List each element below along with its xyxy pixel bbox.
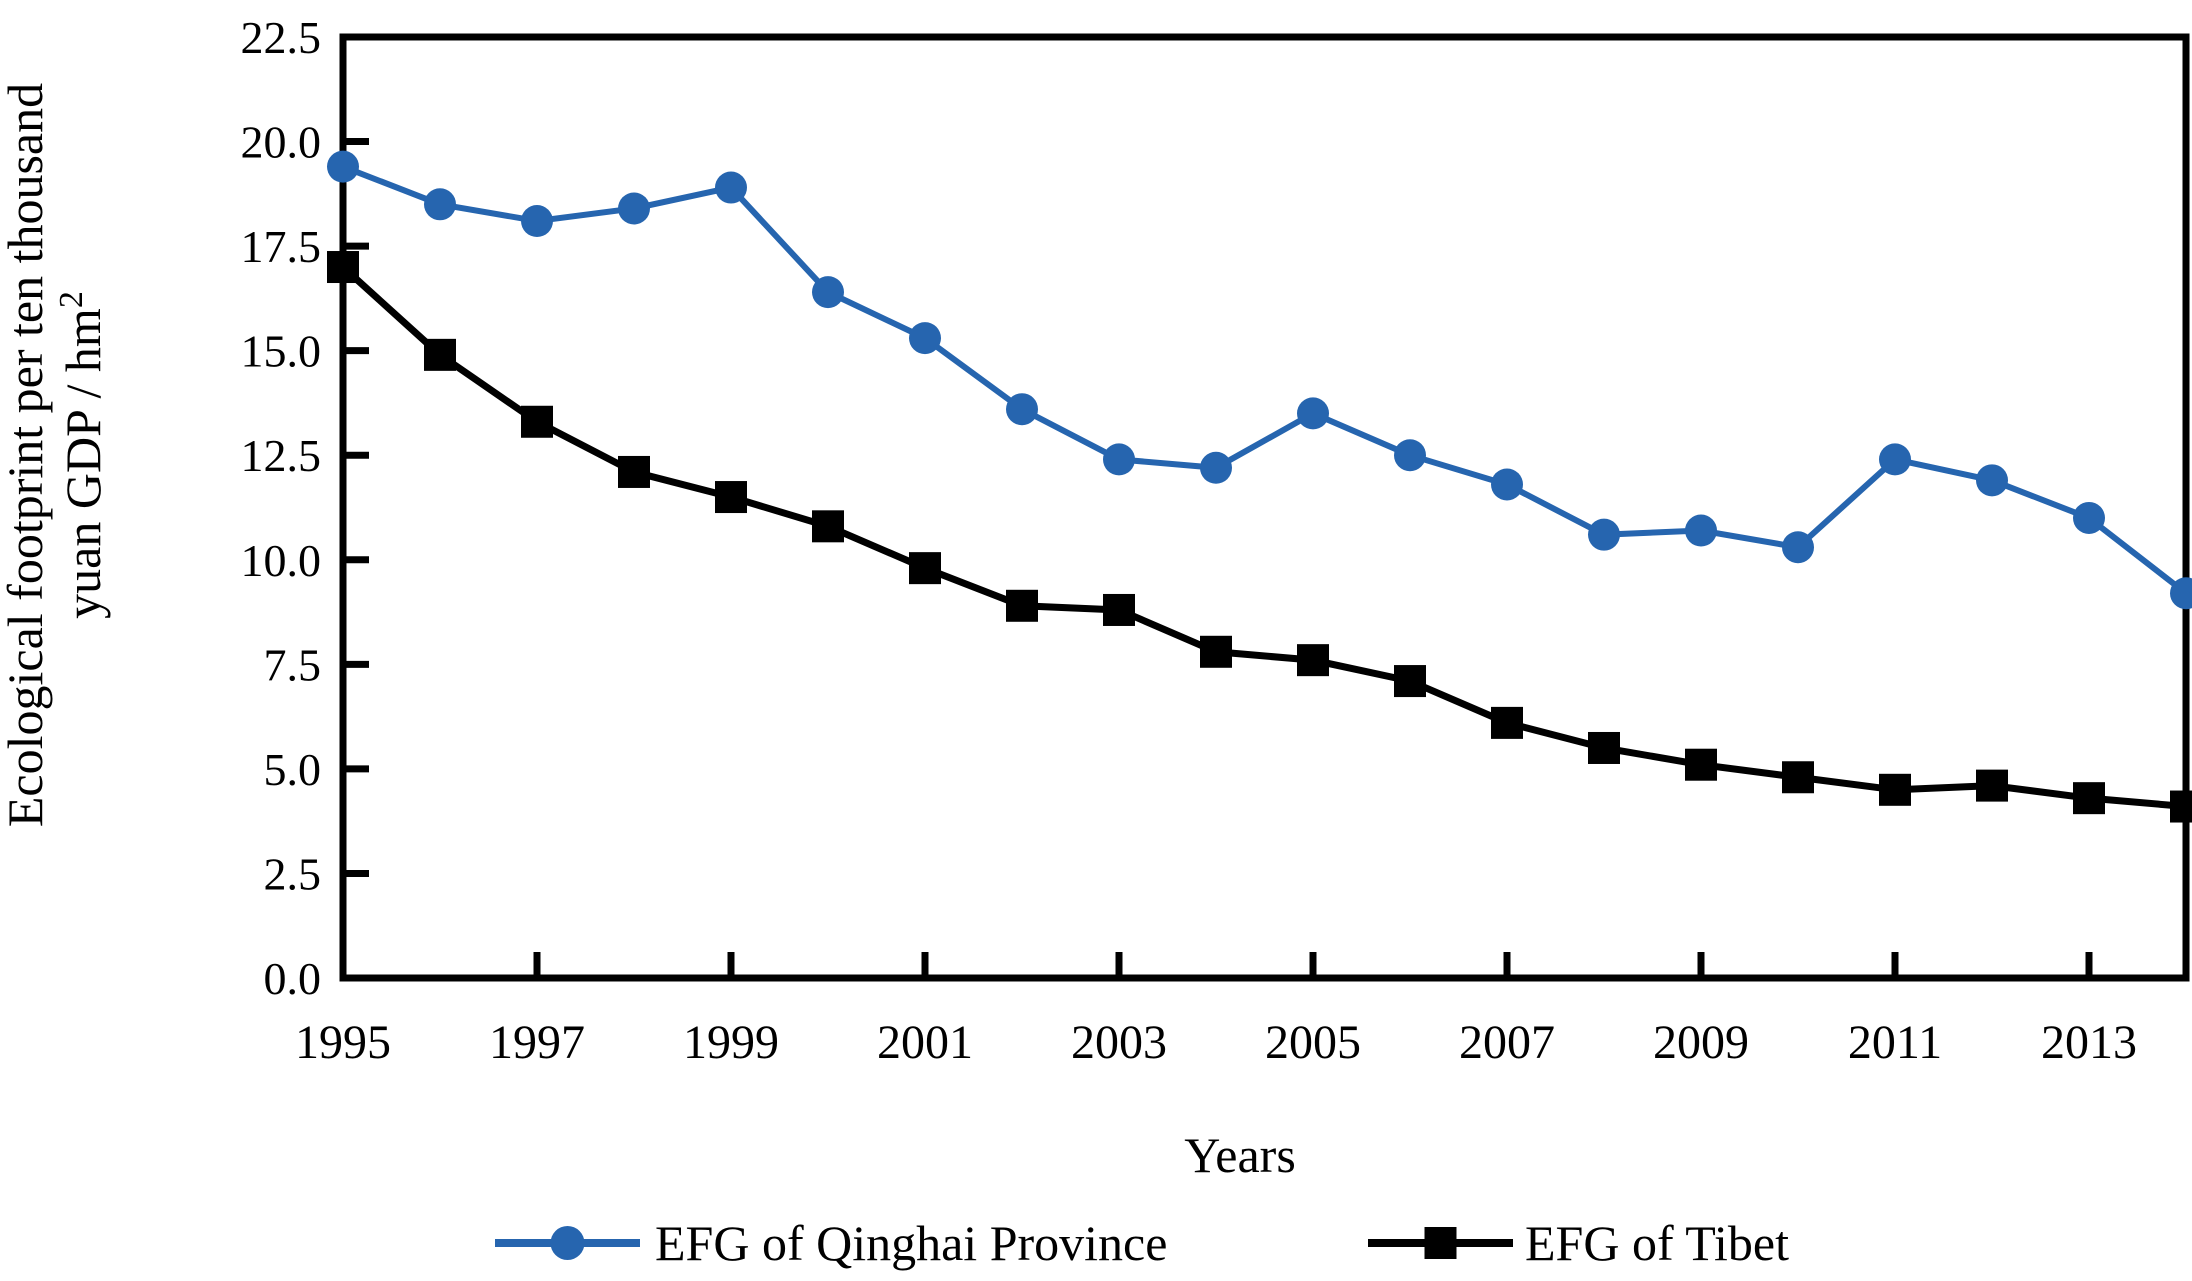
series-line-qinghai <box>341 163 2188 596</box>
y-axis-title-line2: yuan GDP / hm2 <box>53 291 111 619</box>
data-point-square <box>327 251 359 284</box>
data-point-circle <box>1394 439 1426 472</box>
y-axis-title: Ecological footprint per ten thousand yu… <box>0 83 111 827</box>
data-point-circle <box>1879 443 1911 476</box>
y-tick-label: 2.5 <box>264 848 322 899</box>
x-axis-ticks <box>533 952 2093 978</box>
y-tick-label: 12.5 <box>241 430 322 481</box>
x-tick-label: 1995 <box>295 1016 391 1069</box>
legend-square-marker <box>1424 1227 1457 1259</box>
y-tick-label: 0.0 <box>264 953 322 1004</box>
x-axis-tick-labels: 1995 1997 1999 2001 2003 2005 2007 2009 2011 2013 <box>295 1016 2137 1069</box>
data-point-square <box>1297 644 1329 677</box>
series-line-tibet <box>340 264 2187 811</box>
y-axis-title-line1: Ecological footprint per ten thousand <box>0 83 53 827</box>
data-point-square <box>909 552 941 585</box>
data-point-circle <box>1685 514 1717 547</box>
y-tick-label: 7.5 <box>264 639 322 690</box>
data-point-circle <box>1297 397 1329 430</box>
legend-label-tibet: EFG of Tibet <box>1525 1215 1789 1271</box>
plot-frame <box>339 33 2190 982</box>
legend-label-qinghai: EFG of Qinghai Province <box>655 1215 1167 1271</box>
data-point-square <box>1491 706 1523 739</box>
data-point-circle <box>715 171 747 204</box>
y-tick-label: 10.0 <box>241 535 322 586</box>
y-axis-ticks <box>343 138 369 877</box>
data-point-square <box>521 405 553 438</box>
data-point-square <box>715 481 747 514</box>
data-point-circle <box>1491 468 1523 501</box>
data-point-square <box>1782 761 1814 794</box>
data-point-square <box>1394 665 1426 698</box>
data-point-square <box>2170 790 2192 823</box>
x-tick-label: 2013 <box>2041 1016 2137 1069</box>
y-tick-label: 5.0 <box>264 744 322 795</box>
legend-circle-marker <box>550 1226 585 1260</box>
legend-markers <box>495 1226 1513 1260</box>
y-axis-tick-labels: 0.0 2.5 5.0 7.5 10.0 12.5 15.0 17.5 20.0 22.5 <box>241 12 322 1004</box>
data-point-circle <box>1103 443 1135 476</box>
data-point-circle <box>2073 501 2105 534</box>
data-point-circle <box>327 150 359 183</box>
legend: EFG of Qinghai Province EFG of Tibet <box>655 1215 1789 1271</box>
x-tick-label: 2001 <box>877 1016 973 1069</box>
data-point-circle <box>1976 464 2008 497</box>
x-tick-label: 2009 <box>1653 1016 1749 1069</box>
y-tick-label: 22.5 <box>241 12 322 63</box>
y-tick-label: 15.0 <box>241 326 322 377</box>
data-point-circle <box>2170 577 2192 610</box>
x-tick-label: 2011 <box>1848 1016 1942 1069</box>
data-point-square <box>618 455 650 488</box>
x-tick-label: 2007 <box>1459 1016 1555 1069</box>
y-tick-label: 20.0 <box>241 117 322 168</box>
data-point-circle <box>1588 518 1620 551</box>
data-point-circle <box>618 192 650 225</box>
data-point-square <box>1976 769 2008 802</box>
x-tick-label: 2003 <box>1071 1016 1167 1069</box>
data-point-square <box>1103 593 1135 626</box>
data-point-square <box>1200 635 1232 668</box>
y-tick-label: 17.5 <box>241 221 322 272</box>
x-tick-label: 1997 <box>489 1016 585 1069</box>
x-tick-label: 2005 <box>1265 1016 1361 1069</box>
data-point-circle <box>909 322 941 355</box>
data-point-square <box>1006 589 1038 622</box>
data-point-square <box>1879 773 1911 806</box>
data-point-square <box>2073 782 2105 815</box>
data-point-square <box>812 510 844 543</box>
data-point-circle <box>1200 451 1232 484</box>
data-point-circle <box>1782 531 1814 564</box>
x-axis-title: Years <box>1184 1127 1296 1183</box>
data-point-square <box>1588 731 1620 764</box>
data-point-square <box>424 338 456 371</box>
data-point-circle <box>1006 393 1038 426</box>
data-point-circle <box>812 276 844 309</box>
x-tick-label: 1999 <box>683 1016 779 1069</box>
data-point-circle <box>521 205 553 238</box>
data-series <box>327 150 2192 823</box>
data-point-circle <box>424 188 456 221</box>
data-point-square <box>1685 748 1717 781</box>
